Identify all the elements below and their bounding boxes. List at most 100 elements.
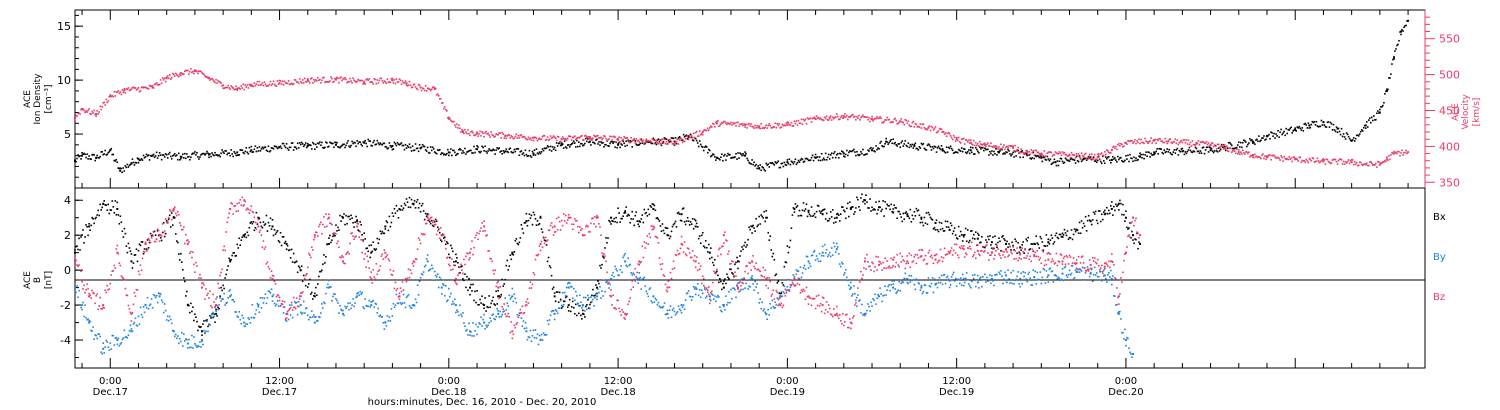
by-dot [728, 290, 730, 293]
velocity-dot [558, 141, 561, 143]
ion-density-dot [951, 149, 954, 152]
ion-density-dot [868, 150, 870, 152]
ion-density-dot [626, 144, 628, 147]
velocity-dot [311, 82, 314, 84]
velocity-dot [1033, 154, 1036, 156]
bx-dot [319, 270, 321, 273]
by-dot [560, 304, 563, 307]
ion-density-dot [677, 137, 680, 139]
velocity-dot [206, 75, 208, 78]
bx-dot [1042, 249, 1045, 251]
ion-density-dot [98, 157, 100, 159]
ion-density-dot [1178, 149, 1181, 152]
ion-density-dot [787, 162, 790, 165]
ion-density-dot [146, 155, 149, 157]
ion-density-dot [906, 145, 909, 148]
ion-density-dot [669, 140, 672, 143]
ion-density-dot [119, 167, 121, 169]
bx-point [74, 251, 76, 254]
velocity-dot [1012, 145, 1014, 147]
ion-density-dot [940, 145, 943, 147]
bx-dot [798, 209, 801, 212]
bx-dot [482, 303, 484, 306]
velocity-dot [941, 131, 944, 133]
velocity-dot [358, 79, 360, 82]
bx-dot [232, 252, 234, 254]
by-dot [103, 352, 106, 354]
bx-dot [565, 295, 568, 298]
ion-density-dot [627, 139, 629, 142]
ion-density-point [1400, 30, 1403, 33]
bx-dot [574, 303, 577, 306]
by-dot [142, 305, 145, 308]
velocity-dot [338, 81, 340, 84]
ion-density-dot [513, 148, 516, 151]
by-dot [145, 306, 148, 309]
bx-dot [919, 221, 922, 224]
by-dot [257, 305, 260, 308]
velocity-dot [1289, 158, 1291, 161]
by-dot [576, 303, 579, 305]
ion-density-dot [259, 150, 262, 152]
velocity-dot [420, 89, 423, 92]
bx-dot [250, 221, 253, 223]
bx-point [1061, 235, 1064, 238]
velocity-dot [283, 80, 286, 83]
velocity-dot [1029, 153, 1032, 156]
ion-density-dot [193, 152, 195, 155]
velocity-dot [116, 91, 119, 93]
ion-density-dot [538, 151, 541, 153]
by-dot [541, 339, 544, 341]
by-dot [224, 304, 226, 306]
velocity-dot [884, 119, 886, 121]
bx-dot [984, 246, 986, 249]
ion-density-dot [1194, 146, 1197, 149]
velocity-dot [1331, 159, 1334, 161]
velocity-dot [1024, 151, 1026, 154]
bx-dot [650, 206, 653, 208]
ion-density-dot [750, 163, 752, 165]
bx-point [1103, 213, 1106, 216]
by-dot [358, 294, 360, 296]
velocity-dot [899, 120, 902, 123]
bx-dot [728, 277, 730, 280]
velocity-dot [956, 139, 959, 142]
bx-dot [766, 216, 769, 219]
bx-dot [111, 200, 114, 202]
bx-dot [94, 217, 96, 220]
by-dot [340, 308, 342, 311]
bx-dot [624, 210, 626, 212]
bx-dot [526, 224, 529, 227]
velocity-dot [1365, 162, 1368, 165]
velocity-dot [1373, 164, 1375, 166]
ion-density-dot [1332, 123, 1335, 126]
ion-density-dot [1207, 151, 1210, 153]
velocity-dot [834, 116, 837, 118]
by-dot [721, 310, 723, 313]
bx-dot [95, 216, 97, 219]
by-dot [201, 340, 203, 343]
bx-dot [150, 235, 153, 237]
ion-density-dot [423, 145, 426, 148]
ion-density-dot [1236, 144, 1239, 146]
velocity-dot [260, 83, 263, 86]
bx-dot [258, 217, 261, 220]
velocity-dot [308, 82, 311, 84]
velocity-dot [374, 78, 377, 81]
velocity-dot [966, 141, 969, 143]
velocity-dot [736, 121, 738, 124]
bx-dot [639, 221, 642, 223]
ion-density-dot [446, 152, 448, 155]
time-tick-label: 12:00 [942, 376, 971, 387]
by-dot [194, 342, 196, 345]
bx-dot [956, 238, 959, 240]
ion-density-dot [223, 152, 225, 155]
bx-dot [525, 212, 528, 215]
bx-dot [649, 204, 652, 207]
bx-dot [415, 201, 418, 203]
ion-density-dot [360, 143, 362, 146]
ion-density-dot [1322, 121, 1325, 123]
velocity-dot [381, 80, 384, 82]
by-dot [562, 303, 565, 306]
by-dot [523, 327, 526, 330]
